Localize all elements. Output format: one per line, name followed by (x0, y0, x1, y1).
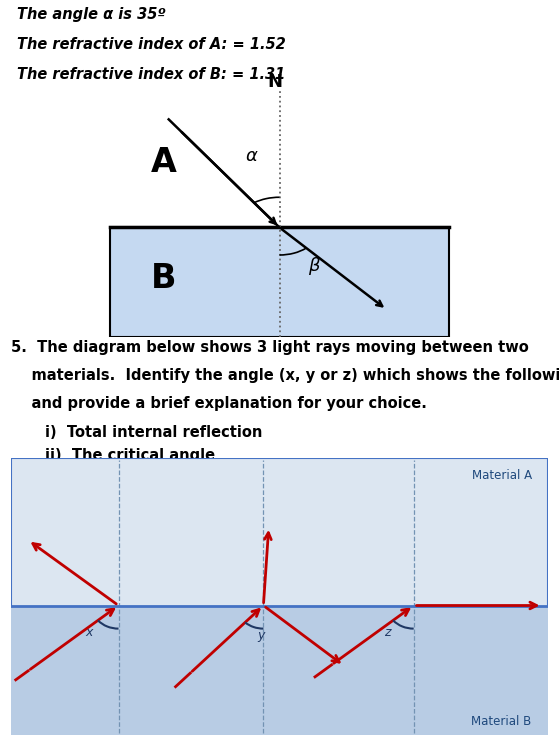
Text: A: A (151, 146, 177, 179)
Text: The refractive index of A: = 1.52: The refractive index of A: = 1.52 (17, 37, 286, 52)
Text: β: β (307, 257, 319, 275)
Text: The refractive index of B: = 1.31: The refractive index of B: = 1.31 (17, 67, 285, 82)
Text: y: y (257, 628, 264, 642)
Text: B: B (151, 262, 176, 295)
Text: x: x (85, 626, 93, 638)
Text: ii)  The critical angle: ii) The critical angle (45, 448, 215, 463)
Bar (11, 605, 548, 735)
Text: i)  Total internal reflection: i) Total internal reflection (45, 425, 262, 440)
Bar (111, 227, 448, 338)
Text: The angle α is 35º: The angle α is 35º (17, 8, 165, 22)
Text: and provide a brief explanation for your choice.: and provide a brief explanation for your… (11, 396, 427, 411)
Text: materials.  Identify the angle (x, y or z) which shows the following: materials. Identify the angle (x, y or z… (11, 368, 559, 382)
Bar (111, 227, 448, 338)
Text: z: z (384, 626, 391, 638)
Text: 5.  The diagram below shows 3 light rays moving between two: 5. The diagram below shows 3 light rays … (11, 340, 529, 355)
Text: N: N (267, 74, 282, 92)
Text: Material A: Material A (472, 469, 532, 482)
Text: Material B: Material B (471, 715, 532, 728)
Text: α: α (245, 148, 257, 166)
